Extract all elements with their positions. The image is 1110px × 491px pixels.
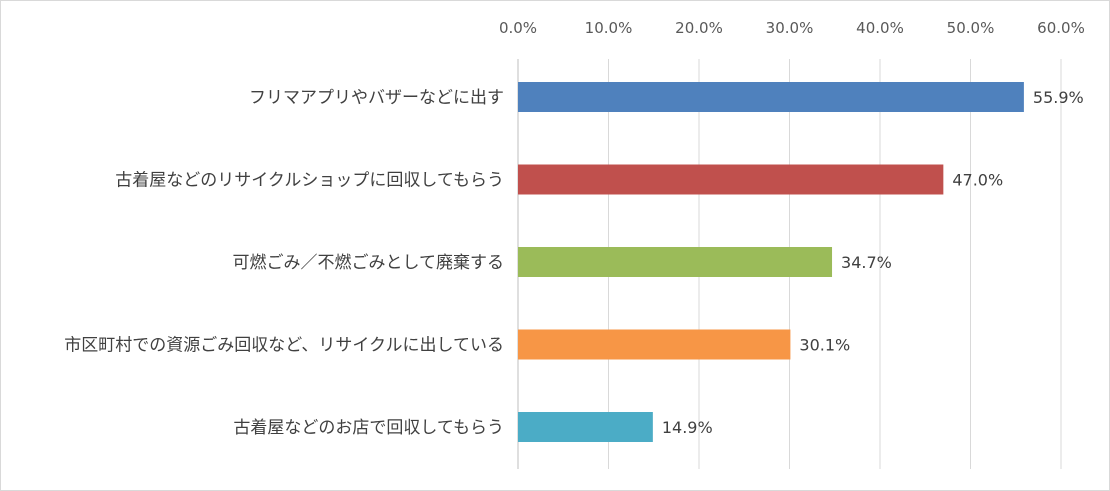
bar	[518, 412, 653, 442]
data-label: 47.0%	[952, 171, 1003, 190]
category-labels: フリマアプリやバザーなどに出す古着屋などのリサイクルショップに回収してもらう可燃…	[64, 88, 504, 438]
data-label: 34.7%	[841, 253, 892, 272]
category-label: 古着屋などのリサイクルショップに回収してもらう	[115, 171, 504, 191]
x-tick-label: 0.0%	[499, 19, 537, 37]
x-axis-ticks: 0.0% 10.0% 20.0% 30.0% 40.0% 50.0% 60.0%	[499, 19, 1085, 37]
bar	[518, 82, 1024, 112]
x-tick-label: 20.0%	[675, 19, 723, 37]
data-label: 55.9%	[1033, 88, 1084, 107]
bars	[518, 82, 1024, 442]
x-tick-label: 30.0%	[766, 19, 814, 37]
category-label: 古着屋などのお店で回収してもらう	[233, 418, 504, 438]
bar	[518, 247, 833, 277]
x-tick-label: 60.0%	[1037, 19, 1085, 37]
data-label: 30.1%	[799, 336, 850, 355]
data-label: 14.9%	[662, 418, 713, 437]
bar	[518, 329, 791, 360]
category-label: フリマアプリやバザーなどに出す	[249, 88, 504, 108]
category-label: 可燃ごみ／不燃ごみとして廃棄する	[233, 253, 505, 273]
x-tick-label: 40.0%	[856, 19, 904, 37]
bar	[518, 164, 944, 195]
x-tick-label: 10.0%	[585, 19, 633, 37]
data-labels: 55.9% 47.0% 34.7% 30.1% 14.9%	[662, 88, 1084, 437]
x-tick-label: 50.0%	[947, 19, 995, 37]
category-label: 市区町村での資源ごみ回収など、リサイクルに出している	[64, 336, 504, 356]
